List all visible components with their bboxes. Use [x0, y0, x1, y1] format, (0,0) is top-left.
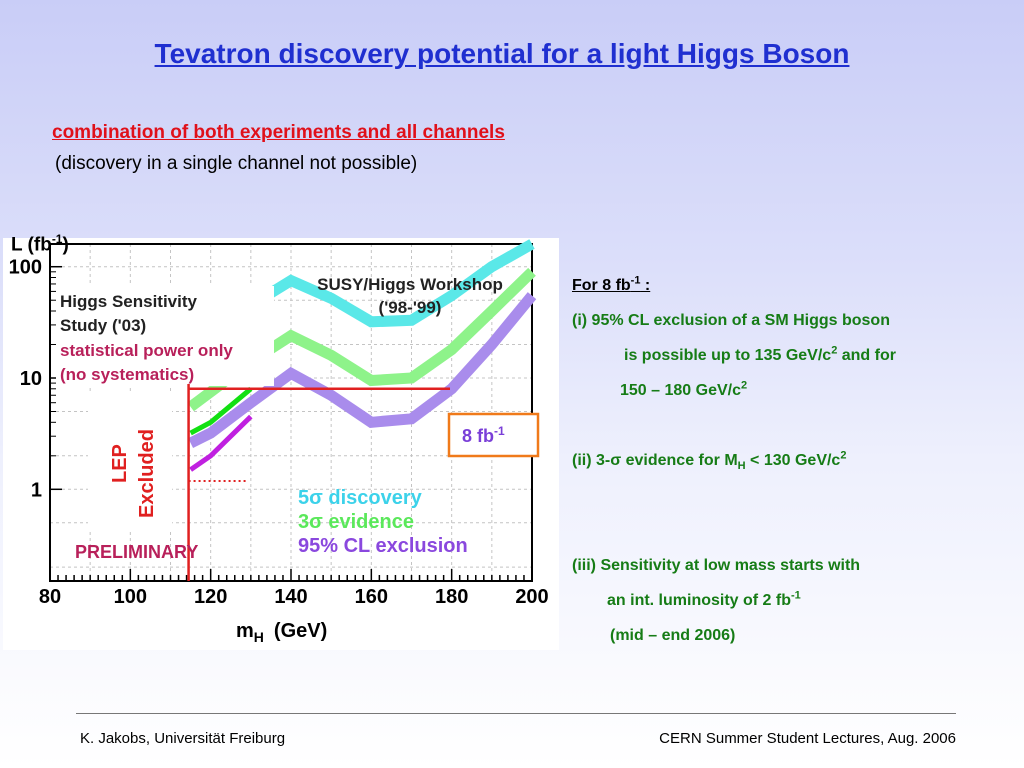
note-item1-line2: is possible up to 135 GeV/c2 and for [624, 344, 896, 364]
plot-panel [3, 238, 559, 650]
slide-title: Tevatron discovery potential for a light… [154, 38, 850, 69]
note-item2: (ii) 3-σ evidence for MH < 130 GeV/c2 [572, 449, 847, 473]
y-axis-label: L (fb-1) [11, 232, 69, 256]
slide-subtitle: combination of both experiments and all … [52, 122, 505, 143]
note-item1-line3: 150 – 180 GeV/c2 [620, 379, 748, 399]
note-item1-line1: (i) 95% CL exclusion of a SM Higgs boson [572, 312, 890, 329]
slide-subnote: (discovery in a single channel not possi… [55, 153, 418, 174]
note-item3-line1: (iii) Sensitivity at low mass starts wit… [572, 557, 861, 574]
notes-heading: For 8 fb-1 : [572, 274, 651, 294]
note-item3-line2: an int. luminosity of 2 fb-1 [607, 589, 801, 609]
footer-author: K. Jakobs, Universität Freiburg [80, 730, 286, 747]
footer-event: CERN Summer Student Lectures, Aug. 2006 [659, 730, 956, 747]
notes-panel: For 8 fb-1 : (i) 95% CL exclusion of a S… [572, 268, 1022, 653]
footer-divider [76, 713, 956, 714]
note-item3-line3: (mid – end 2006) [610, 627, 736, 644]
